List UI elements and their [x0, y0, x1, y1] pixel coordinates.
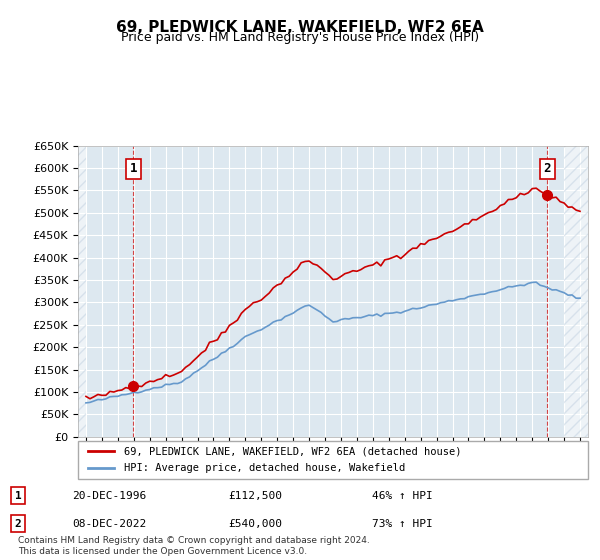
Text: 1: 1 — [14, 491, 22, 501]
Text: Contains HM Land Registry data © Crown copyright and database right 2024.
This d: Contains HM Land Registry data © Crown c… — [18, 536, 370, 556]
Text: 2: 2 — [14, 519, 22, 529]
Text: 2: 2 — [543, 162, 551, 175]
Text: £112,500: £112,500 — [228, 491, 282, 501]
Text: 08-DEC-2022: 08-DEC-2022 — [72, 519, 146, 529]
Text: 46% ↑ HPI: 46% ↑ HPI — [372, 491, 433, 501]
Text: £540,000: £540,000 — [228, 519, 282, 529]
Bar — [564, 146, 588, 437]
Text: Price paid vs. HM Land Registry's House Price Index (HPI): Price paid vs. HM Land Registry's House … — [121, 31, 479, 44]
Text: HPI: Average price, detached house, Wakefield: HPI: Average price, detached house, Wake… — [124, 463, 405, 473]
Text: 20-DEC-1996: 20-DEC-1996 — [72, 491, 146, 501]
Text: 69, PLEDWICK LANE, WAKEFIELD, WF2 6EA (detached house): 69, PLEDWICK LANE, WAKEFIELD, WF2 6EA (d… — [124, 446, 461, 456]
FancyBboxPatch shape — [78, 441, 588, 479]
Text: 1: 1 — [130, 162, 137, 175]
Text: 73% ↑ HPI: 73% ↑ HPI — [372, 519, 433, 529]
Bar — [78, 146, 86, 437]
Text: 69, PLEDWICK LANE, WAKEFIELD, WF2 6EA: 69, PLEDWICK LANE, WAKEFIELD, WF2 6EA — [116, 20, 484, 35]
